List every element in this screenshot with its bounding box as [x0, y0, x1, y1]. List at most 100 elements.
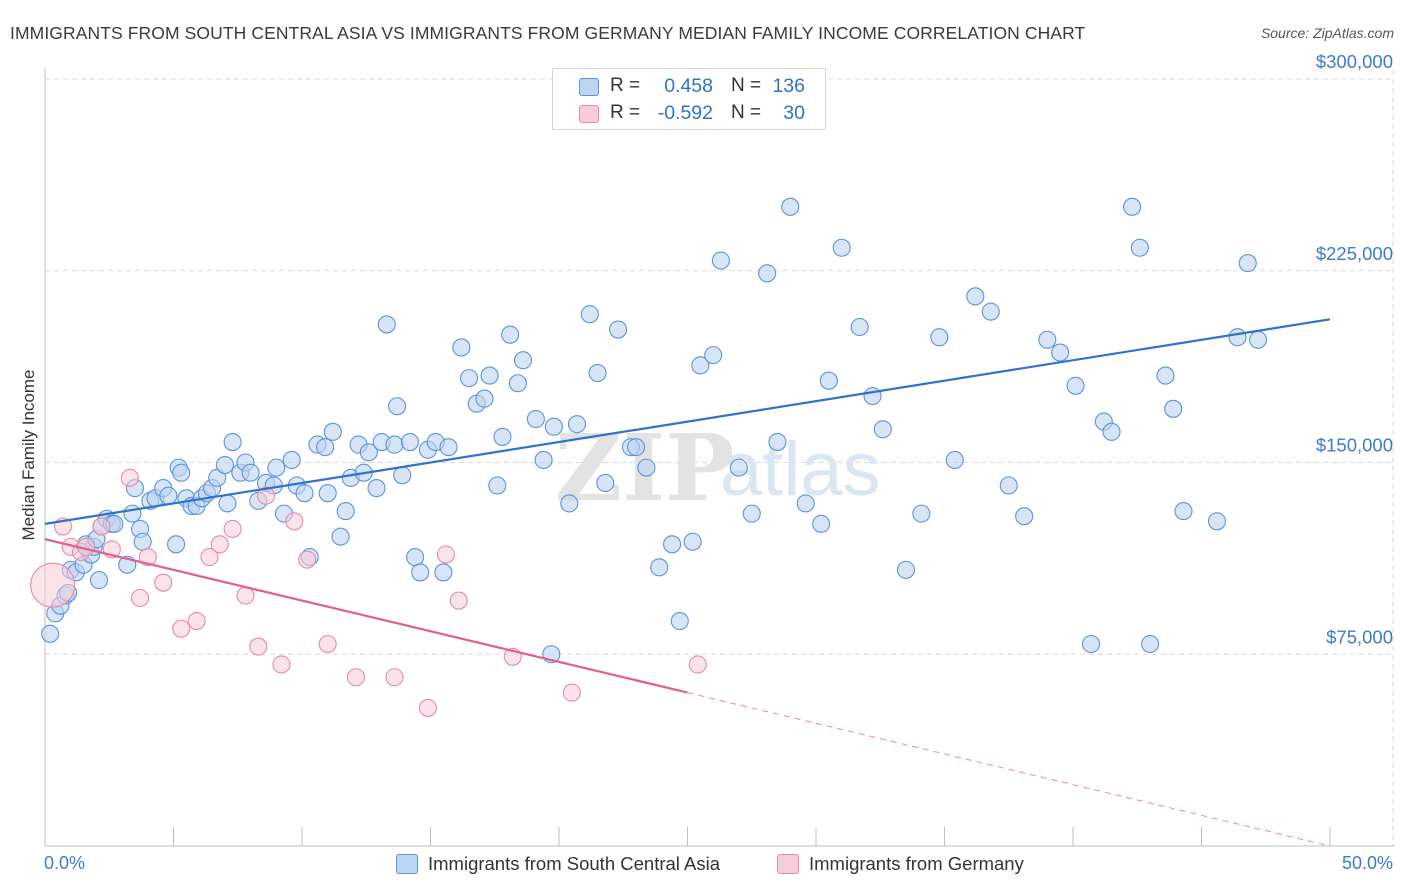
- y-tick-label: $225,000: [1316, 243, 1393, 264]
- legend-label-germany: Immigrants from Germany: [809, 853, 1024, 874]
- x-tick-label-min: 0.0%: [44, 853, 85, 873]
- data-point-germany: [200, 548, 219, 567]
- trend-line-germany: [44, 538, 688, 694]
- data-point-germany: [172, 619, 191, 638]
- data-point-south-central-asia: [873, 420, 892, 439]
- data-point-south-central-asia: [493, 427, 512, 446]
- data-point-south-central-asia: [41, 624, 60, 643]
- data-point-south-central-asia: [400, 432, 419, 452]
- data-point-south-central-asia: [580, 305, 599, 324]
- data-point-south-central-asia: [223, 432, 242, 452]
- data-point-south-central-asia: [172, 463, 191, 482]
- data-point-south-central-asia: [1130, 238, 1149, 257]
- data-point-germany: [385, 668, 404, 687]
- data-point-south-central-asia: [650, 558, 669, 577]
- data-point-south-central-asia: [758, 264, 777, 283]
- legend-n-label: N =: [731, 102, 762, 123]
- data-point-south-central-asia: [393, 466, 412, 485]
- data-point-south-central-asia: [863, 386, 882, 406]
- data-point-south-central-asia: [999, 476, 1018, 495]
- data-point-south-central-asia: [167, 535, 186, 554]
- data-point-south-central-asia: [267, 458, 286, 477]
- data-point-south-central-asia: [480, 366, 499, 385]
- data-point-south-central-asia: [133, 532, 152, 551]
- data-point-south-central-asia: [526, 409, 545, 429]
- data-point-south-central-asia: [123, 504, 142, 523]
- legend-r-label: R =: [610, 102, 641, 123]
- data-point-germany: [210, 535, 229, 554]
- data-point-south-central-asia: [1228, 328, 1247, 347]
- data-point-germany: [30, 562, 76, 608]
- data-point-south-central-asia: [683, 532, 702, 551]
- y-axis-label: Median Family Income: [19, 369, 38, 540]
- data-point-south-central-asia: [981, 302, 1000, 321]
- data-point-south-central-asia: [637, 458, 656, 477]
- data-point-germany: [92, 517, 111, 536]
- data-point-south-central-asia: [742, 504, 761, 523]
- legend-label-south-central-asia: Immigrants from South Central Asia: [428, 853, 720, 874]
- data-point-south-central-asia: [691, 356, 710, 375]
- legend-n-value-blue: 136: [772, 75, 805, 97]
- data-point-south-central-asia: [323, 422, 342, 441]
- data-point-germany: [272, 655, 291, 674]
- data-point-south-central-asia: [663, 535, 682, 554]
- legend-item-south-central-asia: Immigrants from South Central Asia: [396, 853, 720, 875]
- data-point-south-central-asia: [1174, 502, 1193, 521]
- data-point-south-central-asia: [1164, 399, 1183, 418]
- trend-lines: [44, 318, 1331, 847]
- series-south-central-asia-points: [41, 197, 1268, 664]
- data-point-south-central-asia: [434, 563, 453, 582]
- data-point-south-central-asia: [544, 417, 563, 436]
- data-point-south-central-asia: [475, 389, 494, 408]
- legend-swatch-pink: [777, 854, 799, 874]
- data-point-south-central-asia: [850, 317, 869, 337]
- x-tick-label-max: 50.0%: [1342, 853, 1393, 873]
- chart-title: IMMIGRANTS FROM SOUTH CENTRAL ASIA VS IM…: [10, 23, 1086, 43]
- data-point-germany: [256, 486, 276, 505]
- series-legend: Immigrants from South Central Asia Immig…: [0, 850, 1406, 880]
- legend-n-label: N =: [731, 75, 762, 96]
- data-point-south-central-asia: [1141, 634, 1160, 654]
- data-point-south-central-asia: [406, 548, 425, 567]
- data-point-south-central-asia: [439, 438, 458, 457]
- data-point-south-central-asia: [930, 328, 949, 347]
- legend-r-value-blue: 0.458: [664, 75, 713, 97]
- data-point-south-central-asia: [1248, 330, 1268, 349]
- data-point-south-central-asia: [452, 338, 471, 357]
- legend-item-germany: Immigrants from Germany: [777, 853, 1024, 875]
- data-point-south-central-asia: [318, 484, 337, 503]
- data-point-south-central-asia: [670, 611, 689, 631]
- data-point-south-central-asia: [215, 456, 234, 475]
- trend-line-germany-extrapolated: [687, 692, 1331, 847]
- data-point-germany: [131, 588, 150, 608]
- data-point-south-central-asia: [218, 494, 237, 513]
- data-point-south-central-asia: [367, 479, 386, 498]
- data-point-south-central-asia: [89, 571, 109, 590]
- data-point-south-central-asia: [385, 435, 404, 454]
- data-point-south-central-asia: [282, 450, 301, 469]
- data-point-south-central-asia: [388, 397, 407, 416]
- trend-line-south-central-asia: [44, 318, 1331, 525]
- data-point-germany: [223, 519, 242, 539]
- data-point-south-central-asia: [1015, 507, 1034, 526]
- data-point-south-central-asia: [819, 371, 838, 390]
- data-point-south-central-asia: [896, 560, 916, 579]
- data-point-south-central-asia: [711, 251, 730, 270]
- data-point-germany: [346, 668, 366, 687]
- data-point-south-central-asia: [459, 369, 479, 388]
- data-point-germany: [138, 548, 157, 567]
- data-point-south-central-asia: [729, 458, 748, 477]
- data-point-south-central-asia: [501, 325, 520, 344]
- data-point-south-central-asia: [1051, 343, 1070, 362]
- data-point-south-central-asia: [1156, 366, 1175, 385]
- data-point-germany: [436, 545, 455, 564]
- data-point-germany: [318, 634, 337, 654]
- data-point-south-central-asia: [488, 476, 507, 495]
- y-tick-label: $75,000: [1326, 626, 1393, 647]
- data-point-germany: [688, 655, 707, 674]
- data-point-south-central-asia: [1123, 197, 1142, 216]
- data-point-south-central-asia: [627, 438, 646, 457]
- data-point-south-central-asia: [1238, 254, 1257, 273]
- data-point-south-central-asia: [359, 443, 378, 462]
